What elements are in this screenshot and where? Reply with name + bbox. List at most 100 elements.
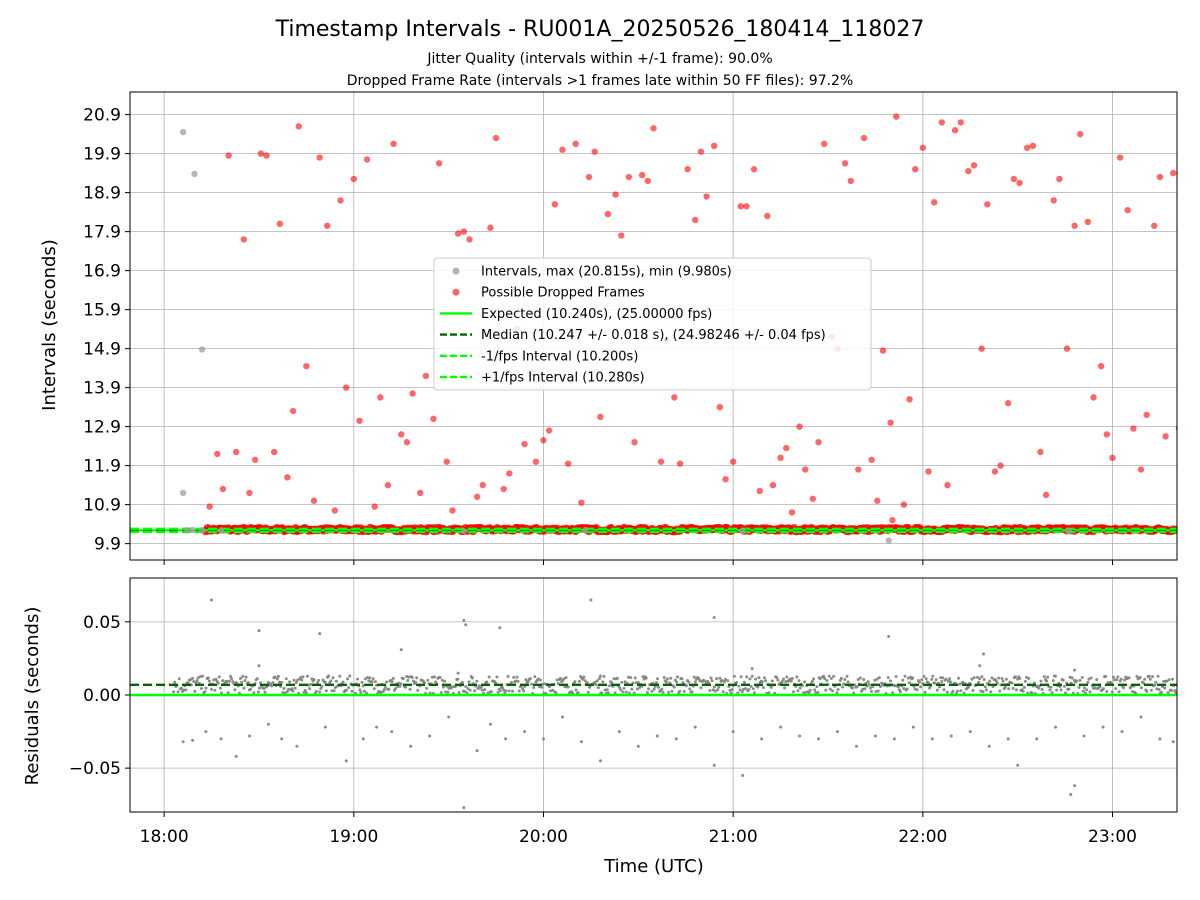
dense-residual-point [624, 690, 628, 694]
dense-residual-point [507, 689, 511, 693]
data-point [900, 501, 908, 508]
dense-residual-point [460, 680, 464, 684]
chart-subtitle-dropped: Dropped Frame Rate (intervals >1 frames … [347, 73, 854, 89]
dense-residual-point [841, 685, 845, 689]
data-point [289, 407, 297, 415]
dense-residual-point [1051, 679, 1055, 683]
dense-residual-point [634, 681, 638, 685]
data-point [521, 440, 528, 448]
data-point [873, 734, 877, 738]
data-point [893, 113, 900, 120]
data-point [650, 125, 657, 132]
data-point [295, 744, 299, 748]
data-point [860, 134, 868, 142]
dense-residual-point [441, 685, 445, 689]
dense-residual-point [193, 689, 197, 693]
dense-residual-point [203, 690, 207, 694]
data-point [1037, 448, 1044, 456]
dense-residual-point [240, 680, 244, 684]
data-point [219, 485, 227, 493]
data-point [777, 454, 784, 462]
dense-residual-point [363, 677, 367, 681]
dense-residual-point [789, 679, 793, 683]
dense-residual-point [756, 685, 760, 689]
dense-residual-point [920, 678, 924, 682]
dense-residual-point [585, 681, 589, 685]
dense-residual-point [1010, 681, 1014, 685]
dense-residual-point [308, 687, 312, 691]
data-point [318, 632, 322, 636]
dense-residual-point [320, 684, 324, 688]
data-point [1151, 222, 1158, 229]
x-tick-label: 22:00 [898, 827, 947, 847]
dense-residual-point [361, 684, 365, 688]
dense-residual-point [970, 677, 974, 681]
dense-residual-point [815, 685, 819, 689]
data-point [1103, 431, 1111, 438]
dense-residual-point [576, 691, 580, 695]
dense-residual-point [496, 691, 500, 695]
dense-residual-point [463, 689, 467, 693]
dense-residual-point [370, 680, 374, 684]
dense-residual-point [506, 675, 510, 679]
data-point [504, 737, 508, 741]
data-point [257, 629, 261, 633]
dense-residual-point [533, 675, 537, 679]
dense-residual-point [511, 689, 515, 693]
chart-title: Timestamp Intervals - RU001A_20250526_18… [275, 17, 925, 42]
dense-residual-point [1077, 686, 1081, 690]
dense-residual-point [784, 680, 788, 684]
x-tick-label: 23:00 [1088, 827, 1137, 847]
dense-residual-point [894, 674, 898, 678]
dense-residual-point [1061, 678, 1065, 682]
data-point [1077, 130, 1084, 138]
data-point [788, 509, 796, 516]
dense-residual-point [303, 688, 307, 692]
dense-residual-point [331, 676, 335, 680]
dense-residual-point [348, 674, 352, 678]
dense-residual-point [362, 689, 366, 693]
dense-residual-point [551, 688, 555, 692]
dense-residual-point [785, 675, 789, 679]
dense-residual-point [814, 691, 818, 695]
legend-box [433, 257, 872, 391]
dense-residual-point [699, 686, 703, 690]
dense-residual-point [358, 688, 362, 692]
dense-residual-point [922, 674, 926, 678]
dense-residual-point [275, 677, 279, 681]
dense-residual-point [747, 687, 751, 691]
dense-residual-point [1163, 686, 1167, 690]
data-point [564, 460, 572, 467]
data-point [492, 134, 500, 142]
data-point [276, 220, 284, 228]
dense-residual-point [712, 685, 716, 689]
dense-residual-point [517, 689, 521, 693]
dense-residual-point [401, 677, 405, 681]
dense-residual-point [917, 680, 921, 684]
data-point [246, 489, 253, 497]
data-point [978, 345, 985, 352]
data-point [560, 715, 564, 719]
data-point [1063, 345, 1071, 352]
dense-residual-point [935, 688, 939, 692]
data-point [769, 481, 777, 489]
dense-residual-point [978, 677, 982, 681]
data-point [892, 737, 896, 741]
dense-residual-point [521, 687, 525, 691]
dense-residual-point [713, 689, 717, 693]
data-point [636, 744, 640, 748]
dense-residual-point [1095, 678, 1099, 682]
data-point [266, 722, 270, 726]
data-point [303, 362, 310, 370]
dense-residual-point [300, 678, 304, 682]
dense-residual-point [676, 675, 680, 679]
data-point [991, 468, 999, 475]
dense-residual-point [781, 677, 785, 681]
dense-residual-point [184, 688, 188, 692]
data-point [247, 734, 251, 738]
data-point [363, 156, 371, 163]
dense-residual-point [836, 687, 840, 691]
dense-residual-point [644, 676, 648, 680]
dense-residual-point [680, 677, 684, 681]
data-point [1010, 175, 1018, 183]
